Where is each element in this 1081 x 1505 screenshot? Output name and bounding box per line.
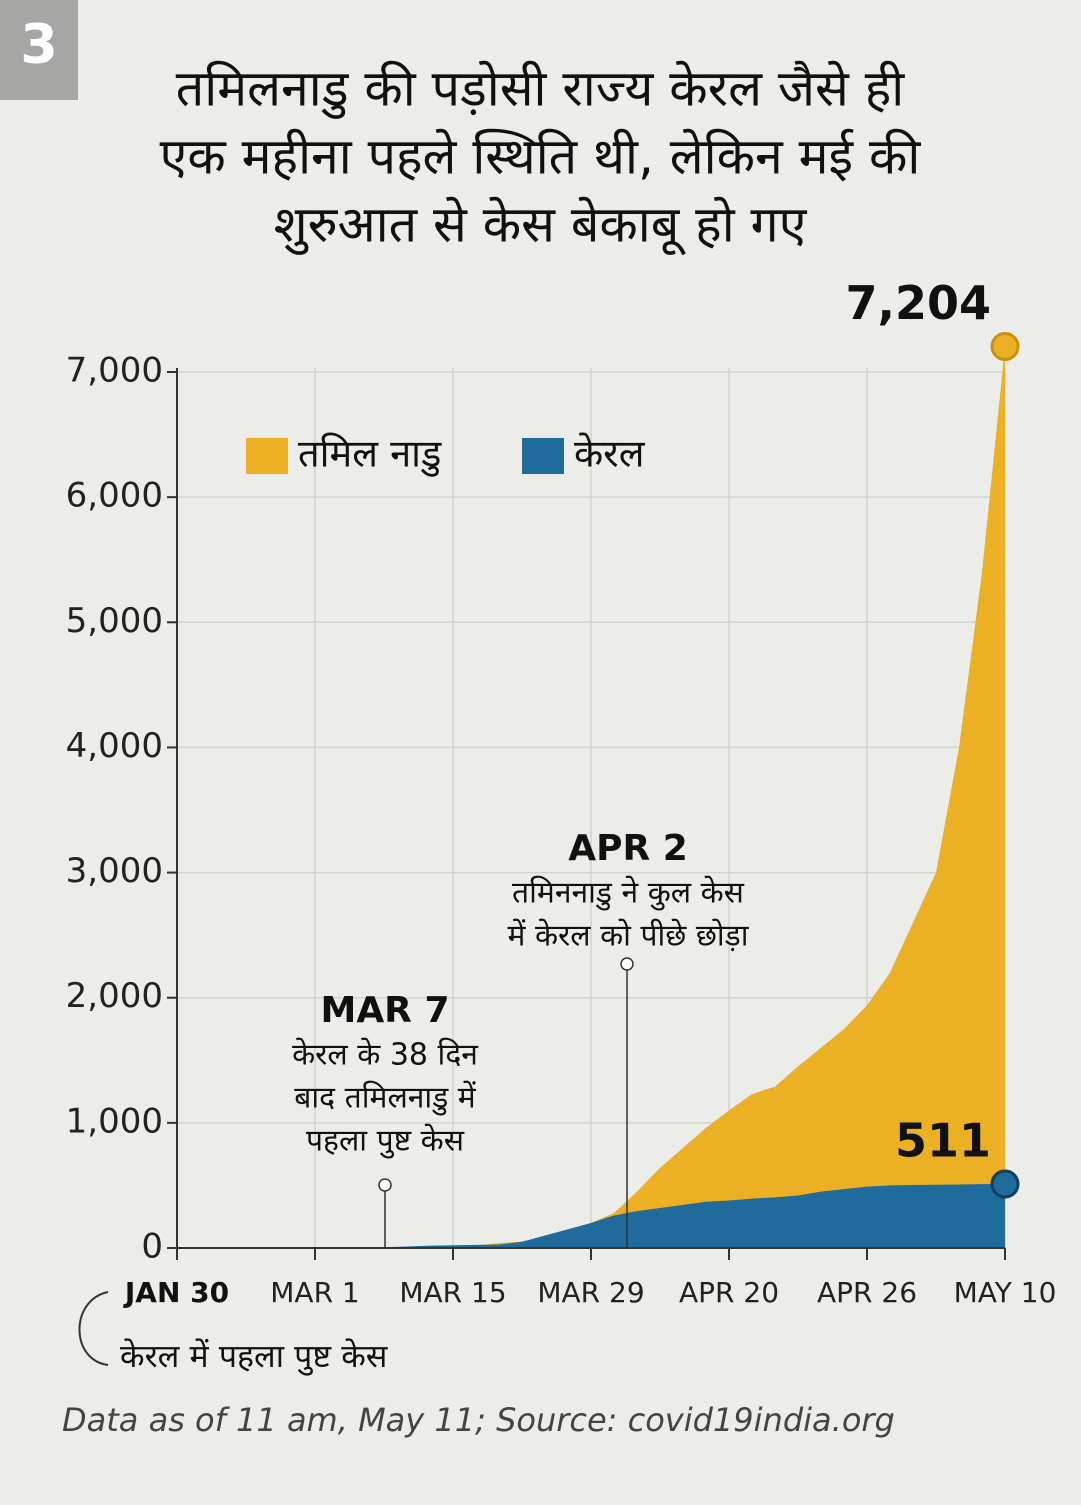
- y-tick-label: 6,000: [66, 476, 163, 516]
- y-tick-label: 1,000: [66, 1101, 163, 1141]
- annotation-text: केरल के 38 दिन: [292, 1038, 479, 1073]
- y-tick-label: 7,000: [66, 351, 163, 391]
- area: [177, 346, 1005, 1249]
- annotation-text: तमिननाडु ने कुल केस: [512, 876, 745, 912]
- annotation-text: केरल में पहला पुष्ट केस: [120, 1337, 389, 1376]
- x-tick-label: MAR 15: [399, 1276, 506, 1309]
- end-marker: [990, 331, 1020, 361]
- annotation-text: पहला पुष्ट केस: [306, 1124, 465, 1160]
- annotation-dot: [378, 1178, 392, 1192]
- annotation-dot: [620, 957, 634, 971]
- x-tick-label: APR 20: [679, 1276, 779, 1309]
- badge: 3: [20, 13, 58, 76]
- x-tick-label: MAR 29: [537, 1276, 644, 1309]
- x-tick-label: MAY 10: [954, 1276, 1057, 1309]
- y-tick-label: 5,000: [66, 601, 163, 641]
- value-label: 511: [895, 1114, 991, 1168]
- legend-swatch: [246, 438, 288, 474]
- value-label: 7,204: [845, 276, 991, 330]
- area: [177, 1184, 1005, 1248]
- x-tick-label: APR 26: [817, 1276, 917, 1309]
- legend-label: तमिल नाडु: [298, 432, 442, 478]
- chart-title: तमिलनाडु की पड़ोसी राज्य केरल जैसे ही: [176, 60, 905, 120]
- annotation-title: APR 2: [568, 828, 688, 869]
- y-tick-label: 4,000: [66, 726, 163, 766]
- annotation-text: में केरल को पीछे छोड़ा: [507, 919, 749, 954]
- y-tick-label: 3,000: [66, 851, 163, 891]
- legend-swatch: [522, 438, 564, 474]
- x-tick-label: MAR 1: [270, 1276, 359, 1309]
- annotation-title: MAR 7: [321, 990, 450, 1031]
- chart-title: शुरुआत से केस बेकाबू हो गए: [274, 196, 808, 256]
- x-tick-label: JAN 30: [123, 1276, 229, 1309]
- legend-label: केरल: [574, 432, 646, 476]
- end-marker: [990, 1169, 1020, 1199]
- source: Data as of 11 am, May 11; Source: covid1…: [62, 1401, 895, 1439]
- annotation-text: बाद तमिलनाडु में: [294, 1081, 477, 1117]
- badge-box: [0, 0, 78, 100]
- chart-title: एक महीना पहले स्थिति थी, लेकिन मई की: [160, 128, 922, 186]
- y-tick-label: 0: [141, 1227, 163, 1267]
- y-tick-label: 2,000: [66, 976, 163, 1016]
- annotation-bracket: [78, 1291, 109, 1366]
